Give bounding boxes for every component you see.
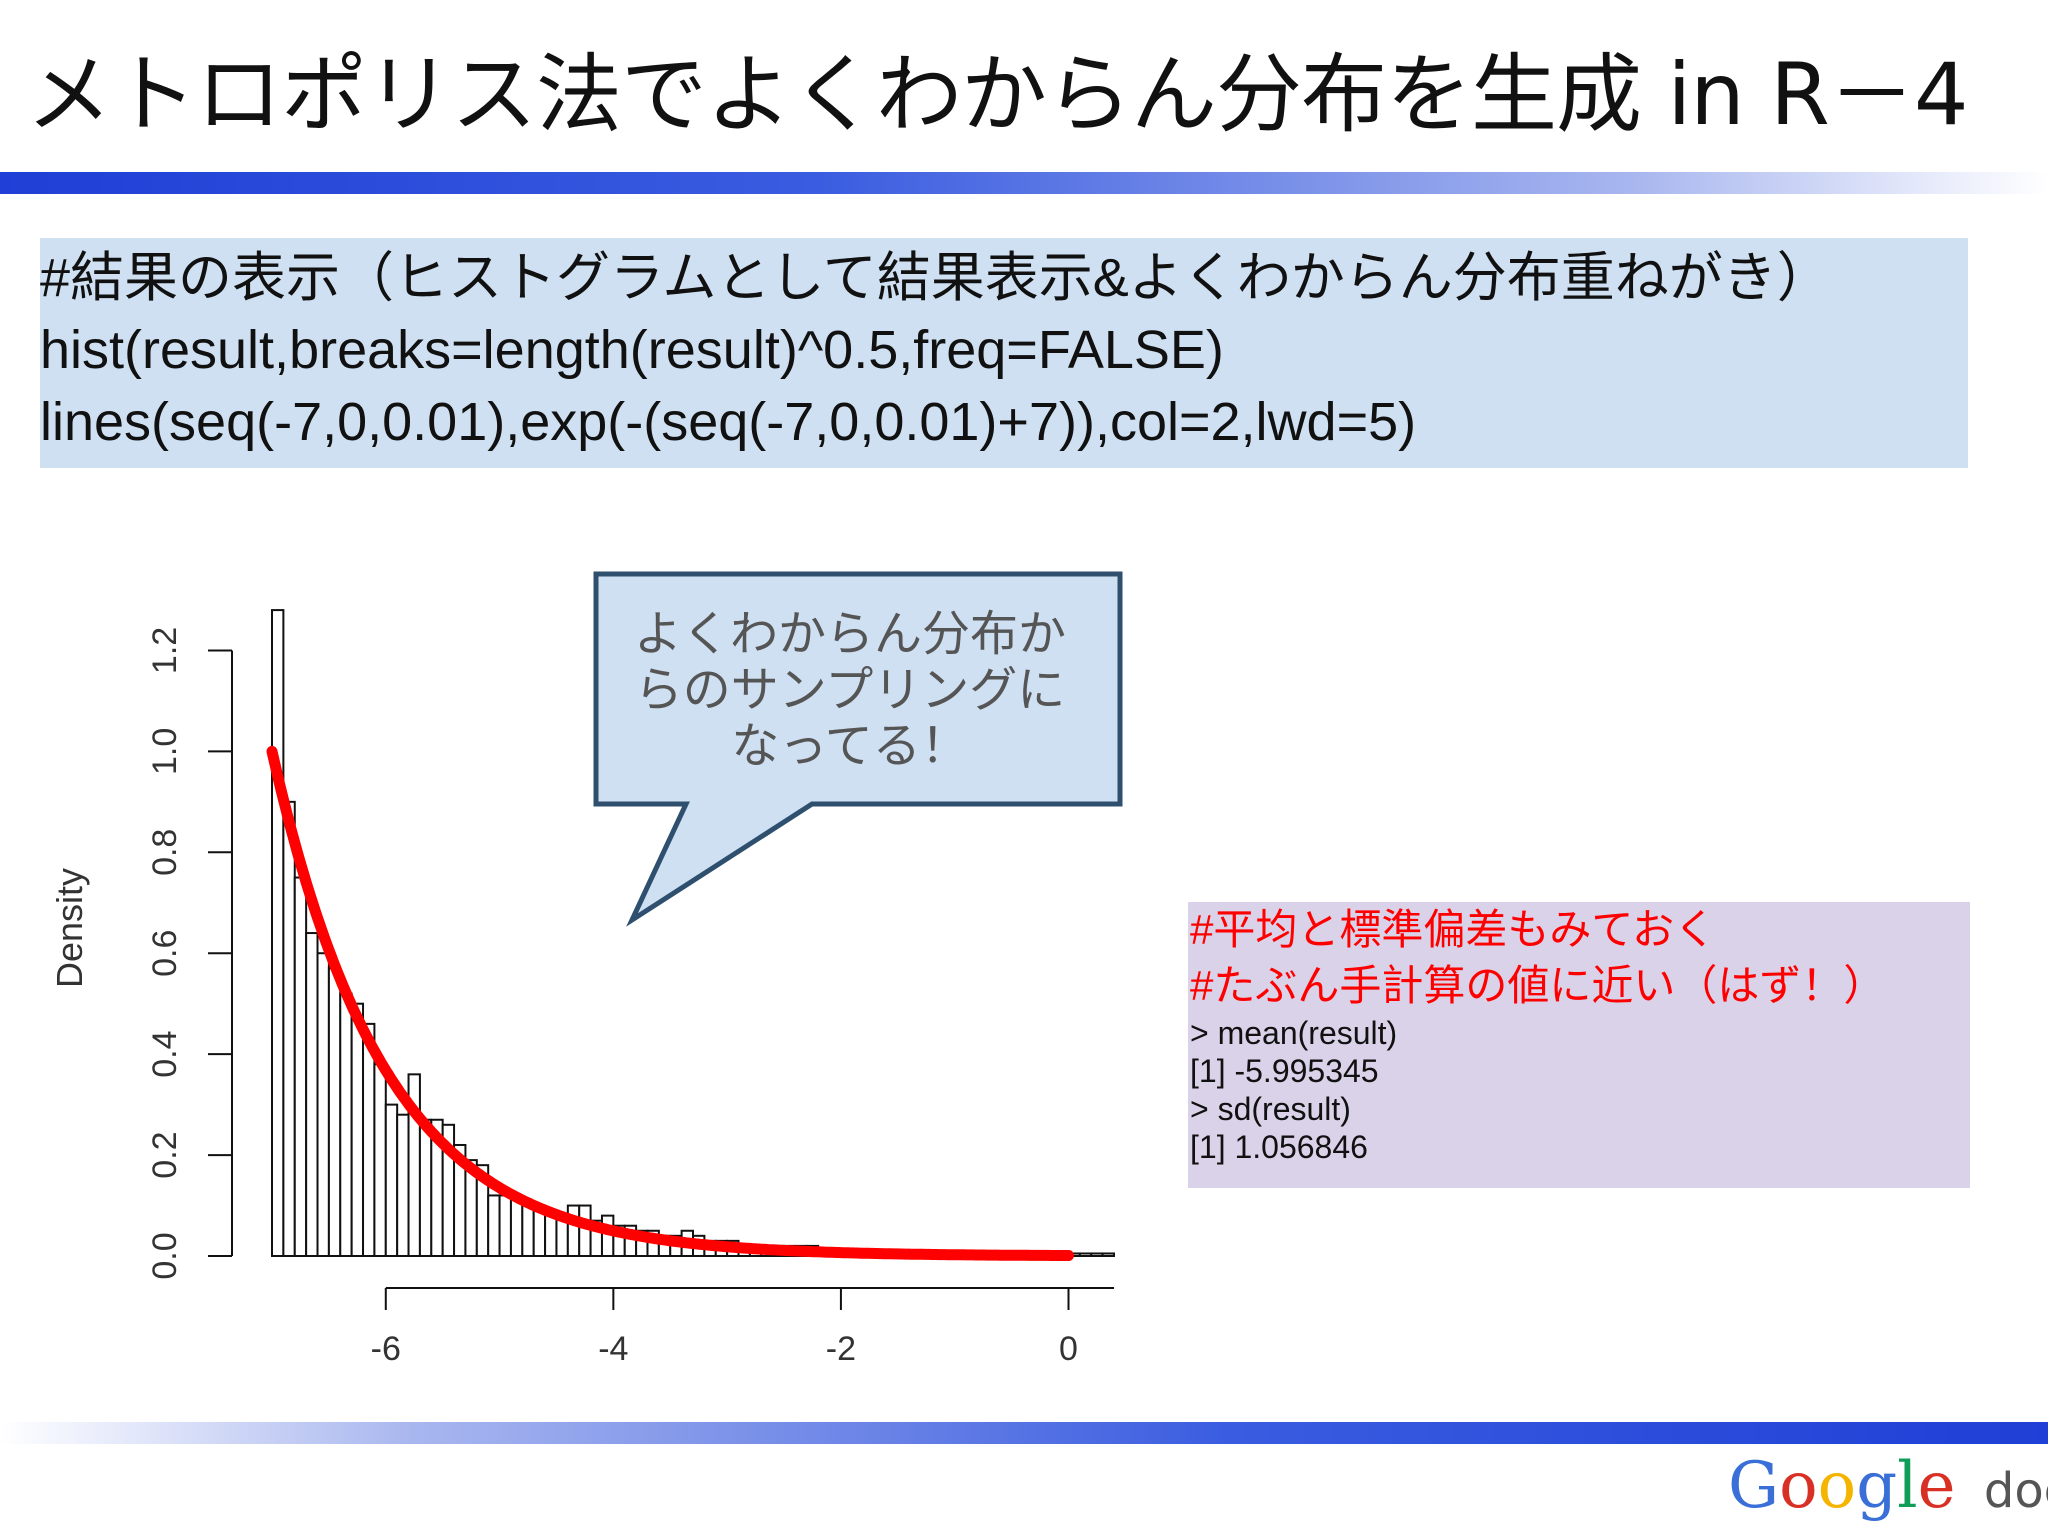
histogram-bar bbox=[282, 800, 296, 1257]
histogram-bar bbox=[566, 1204, 581, 1257]
chart-axes: 0.0 0.2 0.4 0.6 0.8 1.0 1.2 Density -6 -4 -2 0 bbox=[49, 627, 1114, 1368]
y-axis-tick-label: 0.0 bbox=[146, 1232, 184, 1279]
histogram-bar bbox=[1090, 1252, 1104, 1258]
x-axis-tick-label: -6 bbox=[371, 1330, 401, 1368]
code-block: #結果の表示（ヒストグラムとして結果表示&よくわからん分布重ねがき） hist(… bbox=[40, 238, 1968, 468]
histogram-bar bbox=[578, 1204, 592, 1257]
callout-line: よくわからん分布か bbox=[633, 606, 1066, 662]
google-logo-letter: l bbox=[1897, 1449, 1918, 1523]
y-axis-tick-label: 0.2 bbox=[146, 1131, 184, 1178]
histogram-bar bbox=[327, 967, 342, 1257]
google-logo-letter: G bbox=[1728, 1449, 1780, 1523]
y-axis-tick-label: 1.0 bbox=[146, 728, 184, 775]
histogram-bar bbox=[350, 1002, 365, 1258]
histogram-bar bbox=[418, 1118, 433, 1257]
y-axis-tick-label: 0.8 bbox=[146, 829, 184, 876]
x-axis-tick-label: 0 bbox=[1059, 1330, 1078, 1368]
histogram-bar bbox=[1101, 1252, 1115, 1258]
footer-accent-bar bbox=[0, 1422, 2048, 1444]
google-logo-letter: e bbox=[1917, 1449, 1956, 1523]
callout-line: らのサンプリングに bbox=[634, 662, 1066, 718]
y-axis-tick-label: 1.2 bbox=[146, 627, 184, 674]
google-logo-letter: o bbox=[1779, 1449, 1818, 1523]
google-logo-text: Google bbox=[1728, 1449, 1976, 1523]
callout-line: なってる！ bbox=[731, 718, 969, 774]
histogram-bar bbox=[373, 1063, 387, 1257]
histogram-bar bbox=[396, 1113, 410, 1258]
histogram-bar bbox=[1078, 1252, 1093, 1258]
callout-shape bbox=[593, 571, 1123, 927]
stats-output-line: [1] -5.995345 bbox=[1190, 1053, 1379, 1089]
histogram-bar bbox=[271, 609, 285, 1258]
density-curve bbox=[266, 745, 1074, 1261]
stats-output-line: > sd(result) bbox=[1190, 1091, 1351, 1127]
y-axis-label: Density bbox=[49, 868, 90, 988]
callout-text: よくわからん分布か らのサンプリングに なってる！ bbox=[600, 606, 1100, 774]
callout-bubble bbox=[593, 571, 1123, 927]
google-logo-letter: g bbox=[1856, 1449, 1898, 1523]
histogram-bar bbox=[521, 1204, 535, 1257]
histogram-bar bbox=[384, 1103, 399, 1257]
slide-title: メトロポリス法でよくわからん分布を生成 in R－4 bbox=[26, 45, 1969, 145]
stats-block: #平均と標準偏差もみておく #たぶん手計算の値に近い（はず！） > mean(r… bbox=[1188, 902, 1970, 1188]
code-line-hist: hist(result,breaks=length(result)^0.5,fr… bbox=[40, 320, 1224, 380]
histogram-chart: 0.0 0.2 0.4 0.6 0.8 1.0 1.2 Density -6 -4 -2 0 bbox=[49, 571, 1123, 1368]
stats-comment: #平均と標準偏差もみておく bbox=[1190, 906, 1717, 953]
x-axis-tick-label: -4 bbox=[598, 1330, 628, 1368]
google-docs-logo: Google docs bbox=[1728, 1446, 2048, 1526]
y-axis-tick-label: 0.6 bbox=[146, 930, 184, 977]
docs-logo-text: docs bbox=[1983, 1463, 2048, 1519]
histogram-bar bbox=[487, 1194, 501, 1258]
title-accent-bar bbox=[0, 172, 2048, 194]
stats-comment: #たぶん手計算の値に近い（はず！） bbox=[1190, 962, 1886, 1009]
histogram-bar bbox=[305, 932, 319, 1257]
x-axis-tick-label: -2 bbox=[826, 1330, 856, 1368]
code-line-lines: lines(seq(-7,0,0.01),exp(-(seq(-7,0,0.01… bbox=[40, 392, 1417, 452]
code-line-comment: #結果の表示（ヒストグラムとして結果表示&よくわからん分布重ねがき） bbox=[40, 248, 1831, 308]
y-axis-tick-label: 0.4 bbox=[146, 1031, 184, 1078]
density-curve-layer bbox=[266, 745, 1074, 1261]
google-logo-letter: o bbox=[1817, 1449, 1857, 1523]
stats-output-line: [1] 1.056846 bbox=[1190, 1129, 1368, 1165]
histogram-bar bbox=[316, 952, 330, 1257]
stats-output-line: > mean(result) bbox=[1190, 1015, 1398, 1051]
histogram-bar bbox=[339, 992, 353, 1257]
histogram-bar bbox=[293, 876, 308, 1257]
histogram-bar bbox=[498, 1194, 512, 1258]
